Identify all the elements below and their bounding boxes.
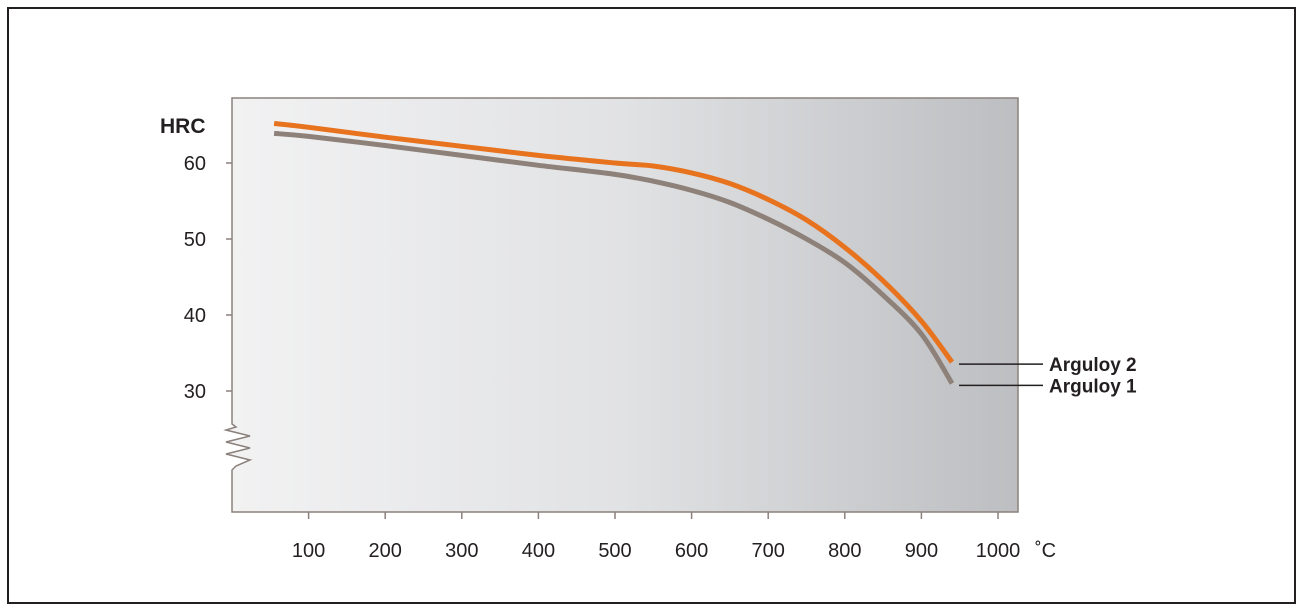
y-axis-title: HRC <box>160 115 206 138</box>
x-tick-label: 400 <box>522 540 555 562</box>
x-tick-label: 600 <box>675 540 708 562</box>
plot-area <box>223 97 1019 513</box>
y-axis: 60 50 40 30 <box>184 153 232 403</box>
x-tick-label: 700 <box>752 540 785 562</box>
x-tick-label: 500 <box>598 540 631 562</box>
x-tick-label: 1000 <box>976 540 1021 562</box>
x-tick-label: 300 <box>445 540 478 562</box>
y-tick-label: 30 <box>184 381 206 403</box>
y-tick-label: 40 <box>184 305 206 327</box>
series-line-arguloy-1 <box>273 130 955 385</box>
x-tick-label: 100 <box>292 540 325 562</box>
x-tick-label: 900 <box>905 540 938 562</box>
series-lines <box>273 121 955 385</box>
x-tick-label: 200 <box>369 540 402 562</box>
x-axis: 100 200 300 400 500 600 700 800 900 1000 <box>292 512 1020 562</box>
y-tick-label: 60 <box>184 153 206 175</box>
x-axis-unit: ˚C <box>1035 540 1056 562</box>
y-tick-label: 50 <box>184 229 206 251</box>
x-tick-label: 800 <box>828 540 861 562</box>
series-line-arguloy-2 <box>273 121 955 364</box>
series-label: Arguloy 2 <box>1049 355 1137 376</box>
series-label: Arguloy 1 <box>1049 376 1137 397</box>
